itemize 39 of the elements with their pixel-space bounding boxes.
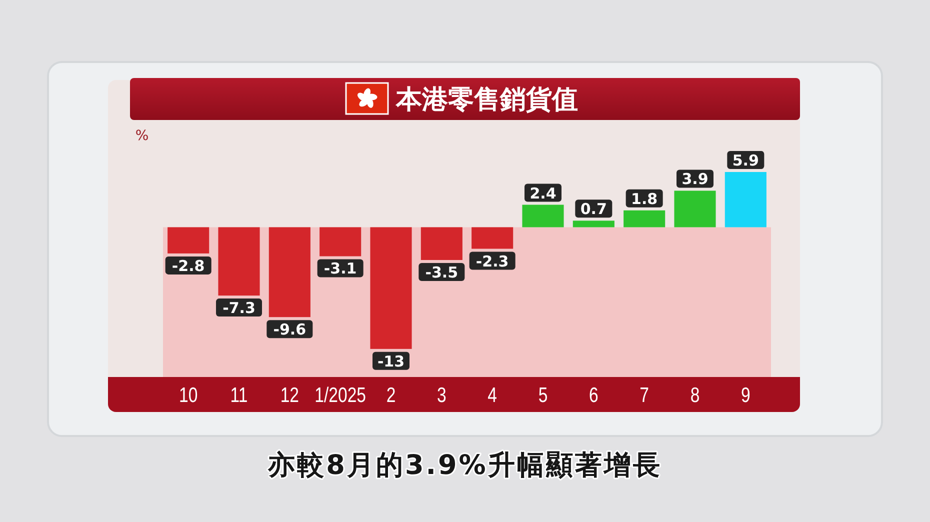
bar — [674, 190, 716, 228]
bar — [320, 227, 362, 256]
x-tick-label: 8 — [690, 384, 700, 408]
data-label: -7.3 — [222, 299, 256, 318]
bar — [218, 227, 260, 296]
data-label: -3.1 — [324, 260, 357, 278]
bar — [168, 227, 210, 254]
data-label: 5.9 — [732, 152, 759, 170]
x-tick-label: 12 — [280, 384, 300, 408]
bar — [420, 227, 462, 260]
data-label: -13 — [377, 352, 405, 370]
bar — [724, 172, 766, 228]
data-label: 0.7 — [580, 200, 607, 218]
x-tick-label: 1/2025 — [314, 384, 366, 408]
y-axis-title: % — [135, 128, 149, 144]
x-tick-label: 2 — [386, 384, 396, 408]
bar — [370, 227, 412, 349]
x-tick-label: 7 — [640, 384, 650, 408]
text: 亦較8月的3.9%升幅顯著增長 — [267, 450, 662, 481]
x-tick-label: 5 — [538, 384, 548, 408]
data-label: 3.9 — [682, 170, 708, 188]
data-label: 1.8 — [631, 190, 658, 208]
x-tick-label: 9 — [740, 384, 750, 408]
x-tick-label: 10 — [178, 384, 198, 408]
x-tick-label: 11 — [230, 384, 248, 408]
bar — [572, 220, 614, 228]
chart-title: 本港零售銷貨值 — [395, 85, 578, 115]
x-tick-label: 6 — [588, 384, 598, 408]
bar — [624, 210, 666, 228]
x-tick-label: 3 — [436, 384, 446, 408]
bar — [268, 227, 310, 318]
data-label: -3.5 — [425, 263, 458, 282]
data-label: -9.6 — [273, 320, 306, 339]
data-label: 2.4 — [530, 184, 556, 202]
bar — [472, 227, 514, 249]
data-label: -2.8 — [172, 256, 205, 275]
x-tick-label: 4 — [488, 384, 498, 408]
data-label: -2.3 — [476, 252, 509, 270]
bar — [522, 204, 564, 228]
